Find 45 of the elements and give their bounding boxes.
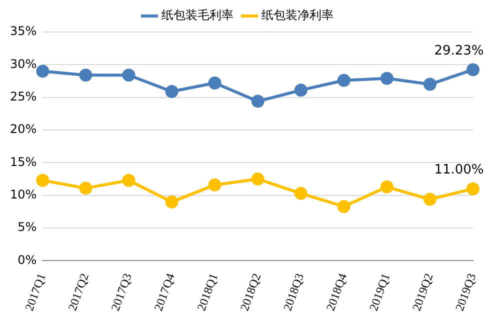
point — [36, 174, 50, 187]
point — [79, 182, 92, 195]
point — [165, 195, 178, 208]
point — [466, 182, 480, 196]
point — [36, 64, 50, 78]
point — [251, 94, 264, 108]
x-tick-label: 2018Q1 — [194, 272, 221, 313]
x-tick-label: 2017Q1 — [22, 272, 48, 313]
y-tick-label: 30% — [10, 56, 37, 71]
point — [337, 74, 350, 87]
point — [294, 186, 308, 200]
point — [423, 78, 436, 91]
annotation: 11.00% — [434, 162, 484, 178]
x-tick-label: 2018Q4 — [323, 272, 350, 313]
x-tick-label: 2017Q3 — [108, 272, 135, 313]
point — [294, 84, 308, 97]
legend-label: 纸包装净利率 — [262, 8, 334, 22]
annotation: 29.23% — [434, 44, 484, 59]
y-tick-label: 10% — [10, 188, 37, 202]
x-tick-label: 2017Q2 — [65, 272, 92, 313]
x-tick-label: 2019Q2 — [409, 272, 436, 313]
point — [380, 72, 394, 85]
point — [337, 200, 350, 213]
point — [208, 76, 222, 90]
y-tick-label: 5% — [18, 220, 37, 234]
x-tick-label: 2019Q3 — [452, 272, 479, 313]
x-tick-label: 2018Q3 — [280, 272, 307, 313]
y-tick-label: 0% — [18, 252, 37, 267]
x-tick-label: 2017Q4 — [151, 272, 178, 313]
point — [466, 63, 480, 76]
point — [423, 192, 436, 206]
y-tick-label: 25% — [10, 89, 37, 104]
y-tick-label: 15% — [10, 154, 37, 169]
point — [208, 178, 222, 192]
point — [122, 174, 136, 187]
point — [122, 68, 136, 82]
point — [251, 172, 264, 186]
x-tick-label: 2019Q1 — [366, 272, 393, 313]
x-tick-label: 2018Q2 — [237, 272, 264, 313]
point — [380, 180, 394, 194]
y-tick-label: 20% — [10, 122, 37, 136]
legend-label: 纸包装毛利率 — [162, 8, 234, 22]
point — [165, 84, 178, 98]
point — [79, 68, 92, 82]
y-tick-label: 35% — [10, 24, 37, 38]
